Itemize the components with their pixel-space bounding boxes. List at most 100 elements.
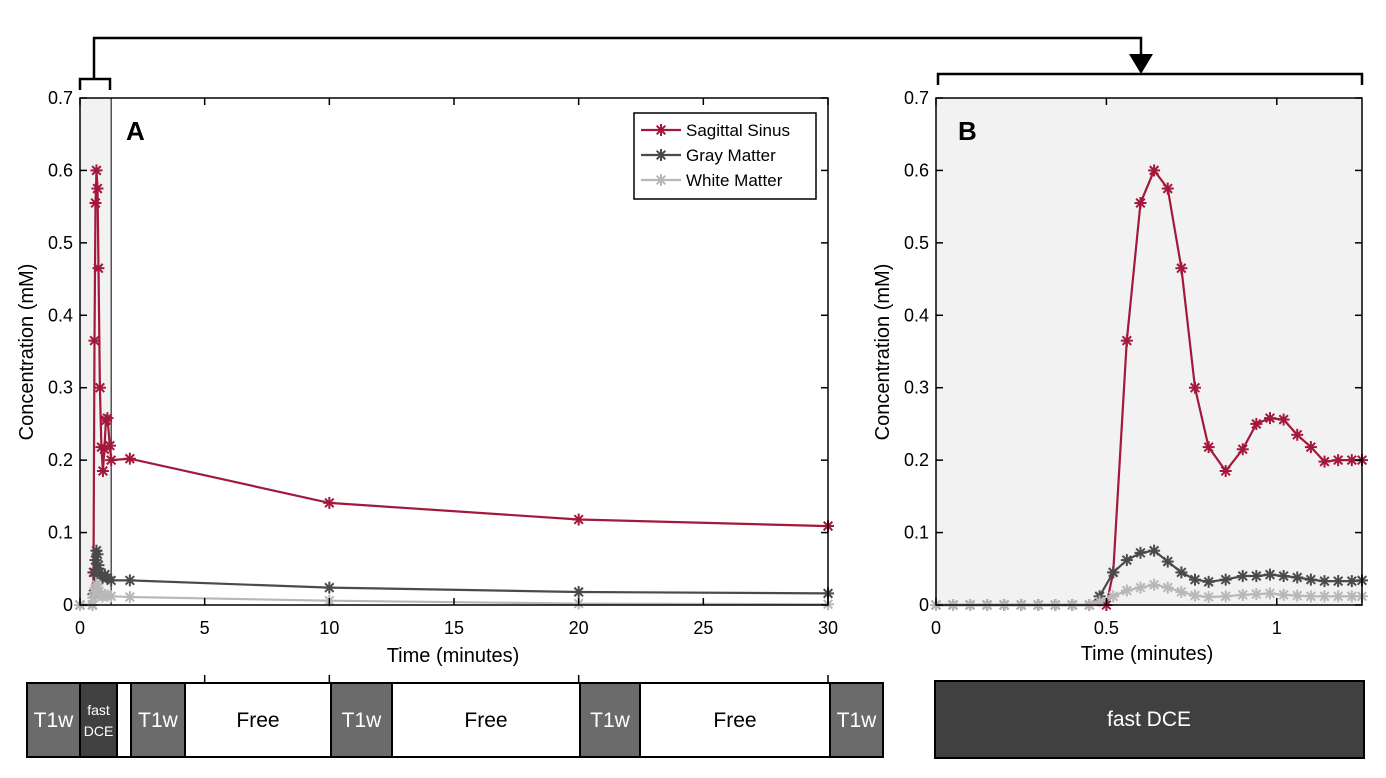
y-axis-label-a: Concentration (mM) [16, 264, 38, 441]
zoom-bracket-large [936, 72, 1364, 85]
data-point-gray-matter [1189, 573, 1202, 586]
zoom-bracket [78, 36, 1364, 90]
timeline-block-fast-dce [79, 682, 118, 758]
timeline-block-t1w [829, 682, 884, 758]
series-line-sagittal-sinus [80, 170, 829, 607]
y-tick-label: 0.7 [48, 88, 73, 108]
x-tick-label: 1 [1272, 618, 1282, 638]
timeline-block-label: fast DCE [1107, 708, 1191, 731]
y-tick-label: 0.4 [904, 305, 929, 325]
data-point-sagittal-sinus [88, 334, 101, 347]
data-point-sagittal-sinus [103, 439, 116, 452]
panel-label-b: B [958, 116, 977, 146]
data-point-sagittal-sinus [1134, 197, 1147, 210]
x-tick-label: 15 [444, 618, 464, 638]
data-point-white-matter [1304, 590, 1317, 603]
data-point-sagittal-sinus [1304, 441, 1317, 454]
y-axis-label-b: Concentration (mM) [872, 264, 894, 441]
data-point-white-matter [1120, 584, 1133, 597]
data-point-gray-matter [323, 581, 336, 594]
legend: Sagittal Sinus Gray Matter White Matter [633, 112, 817, 200]
legend-marker-white-matter [655, 174, 667, 186]
y-tick-label: 0.1 [48, 523, 73, 543]
data-point-gray-matter [1161, 555, 1174, 568]
timeline-block-label: Free [464, 709, 507, 732]
data-point-sagittal-sinus [1250, 417, 1263, 430]
y-tick-label: 0.2 [48, 450, 73, 470]
data-point-sagittal-sinus [1175, 262, 1188, 275]
chart-panel-a: 0 5 10 15 20 25 30 0 0.1 0.2 0.3 0.4 0.5 0.6 0.7 A Tim… [16, 88, 838, 667]
data-point-white-matter [1219, 590, 1232, 603]
data-point-white-matter [1107, 590, 1120, 603]
x-tick-label: 20 [569, 618, 589, 638]
data-point-white-matter [1332, 590, 1345, 603]
data-point-gray-matter [92, 559, 105, 572]
data-point-sagittal-sinus [1291, 428, 1304, 441]
timeline-block-t1w [330, 682, 393, 758]
data-point-white-matter [1148, 578, 1161, 591]
data-point-sagittal-sinus [1263, 412, 1276, 425]
x-tick-label: 0 [931, 618, 941, 638]
data-point-white-matter [1161, 581, 1174, 594]
legend-label-sagittal-sinus: Sagittal Sinus [686, 121, 790, 140]
data-point-sagittal-sinus [1236, 443, 1249, 456]
timeline-block-label: DCE [84, 723, 114, 739]
y-tick-label: 0.6 [48, 160, 73, 180]
data-point-sagittal-sinus [1161, 182, 1174, 195]
data-point-white-matter [1277, 588, 1290, 601]
timeline-block-label: T1w [342, 709, 383, 732]
data-point-white-matter [1189, 589, 1202, 602]
data-point-sagittal-sinus [101, 412, 114, 425]
timeline-block-free [639, 682, 831, 758]
data-point-sagittal-sinus [92, 262, 105, 275]
data-point-gray-matter [1236, 570, 1249, 583]
y-tick-label: 0.7 [904, 88, 929, 108]
zoom-connector-line [92, 36, 1143, 79]
data-point-gray-matter [1148, 544, 1161, 557]
y-tick-label: 0.3 [904, 378, 929, 398]
plot-background [936, 98, 1362, 605]
data-point-white-matter [105, 590, 118, 603]
data-point-white-matter [1202, 591, 1215, 604]
data-point-gray-matter [91, 548, 104, 561]
legend-marker-gray-matter [655, 149, 667, 161]
data-point-sagittal-sinus [1148, 164, 1161, 177]
timeline-block-label: Free [713, 709, 756, 732]
data-point-white-matter [1318, 590, 1331, 603]
data-point-gray-matter [1250, 570, 1263, 583]
x-tick-label: 0.5 [1094, 618, 1119, 638]
data-point-gray-matter [1175, 566, 1188, 579]
data-point-white-matter [1236, 588, 1249, 601]
data-point-gray-matter [1277, 570, 1290, 583]
data-point-sagittal-sinus [1318, 455, 1331, 468]
data-point-gray-matter [1263, 568, 1276, 581]
data-point-sagittal-sinus [90, 164, 103, 177]
y-tick-label: 0 [919, 595, 929, 615]
data-point-sagittal-sinus [1202, 441, 1215, 454]
y-tick-label: 0.2 [904, 450, 929, 470]
timeline-block-t1w [579, 682, 641, 758]
x-tick-label: 5 [200, 618, 210, 638]
timeline-block-fast-dce [934, 680, 1365, 759]
x-axis-label-b: Time (minutes) [1081, 643, 1214, 665]
data-point-gray-matter [1219, 573, 1232, 586]
data-point-gray-matter [1107, 566, 1120, 579]
timeline-block-label: T1w [837, 709, 878, 732]
data-point-white-matter [1263, 587, 1276, 600]
series-line-gray-matter [80, 550, 829, 607]
y-tick-label: 0.5 [904, 233, 929, 253]
y-tick-label: 0.4 [48, 305, 73, 325]
timeline-block-t1w [130, 682, 186, 758]
y-tick-label: 0.3 [48, 378, 73, 398]
data-point-gray-matter [1318, 575, 1331, 588]
panel-label-a: A [126, 116, 145, 146]
data-point-gray-matter [105, 574, 118, 587]
chart-panel-b: 0 0.5 1 0 0.1 0.2 0.3 0.4 0.5 0.6 0.7 B Time (minu… [872, 88, 1368, 665]
data-point-sagittal-sinus [1120, 334, 1133, 347]
timeline-block-label: T1w [590, 709, 631, 732]
x-tick-label: 30 [818, 618, 838, 638]
timeline-block-label: T1w [34, 709, 75, 732]
data-point-gray-matter [123, 574, 136, 587]
legend-marker-sagittal-sinus [655, 124, 667, 136]
timeline-block-gap [116, 682, 132, 758]
